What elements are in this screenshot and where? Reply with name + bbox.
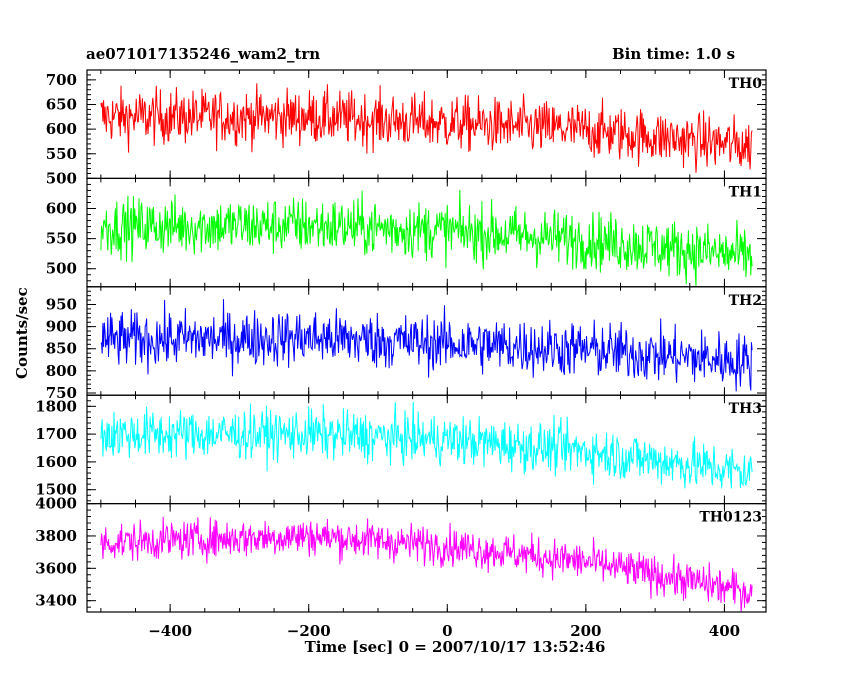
x-tick-label: 200 [570, 622, 601, 640]
y-tick-label: 950 [46, 295, 77, 313]
series-line-th0123 [100, 516, 753, 613]
x-tick-label: 400 [709, 622, 740, 640]
x-axis-label: Time [sec] 0 = 2007/10/17 13:52:46 [304, 638, 606, 656]
y-tick-label: 750 [46, 384, 77, 402]
y-tick-label: 500 [46, 260, 77, 278]
y-tick-label: 3400 [35, 592, 77, 610]
y-tick-label: 3800 [35, 527, 77, 545]
y-tick-label: 600 [46, 120, 77, 138]
y-tick-label: 1500 [35, 481, 77, 499]
series-line-th0 [100, 83, 753, 173]
panel-frame-th3 [86, 394, 767, 505]
x-tick-label: −200 [287, 622, 331, 640]
panel-label-th2: TH2 [729, 293, 762, 309]
series-line-th3 [100, 401, 753, 489]
bin-time-label: Bin time: 1.0 s [612, 45, 736, 63]
series-line-th1 [100, 189, 753, 287]
y-tick-label: 900 [46, 318, 77, 336]
panel-label-th3: TH3 [729, 401, 762, 417]
y-tick-label: 850 [46, 340, 77, 358]
y-tick-label: 800 [46, 362, 77, 380]
x-tick-label: −400 [148, 622, 192, 640]
y-tick-label: 3600 [35, 559, 77, 577]
y-tick-label: 500 [46, 169, 77, 187]
panel-label-th0123: TH0123 [699, 510, 762, 526]
series-line-th2 [100, 299, 753, 392]
y-tick-label: 1600 [35, 453, 77, 471]
chart-title: ae071017135246_wam2_trn [86, 45, 321, 63]
x-tick-label: 0 [442, 622, 452, 640]
y-tick-label: 550 [46, 230, 77, 248]
y-axis-label: Counts/sec [13, 287, 31, 379]
panel-frame-th0123 [86, 503, 767, 613]
y-tick-label: 650 [46, 95, 77, 113]
panel-label-th1: TH1 [729, 184, 762, 200]
panel-label-th0: TH0 [729, 76, 763, 92]
y-tick-label: 1700 [35, 425, 77, 443]
y-tick-label: 550 [46, 145, 77, 163]
y-tick-label: 700 [46, 71, 77, 89]
y-tick-label: 600 [46, 200, 77, 218]
y-tick-label: 1800 [35, 397, 77, 415]
y-tick-label: 4000 [35, 495, 77, 513]
